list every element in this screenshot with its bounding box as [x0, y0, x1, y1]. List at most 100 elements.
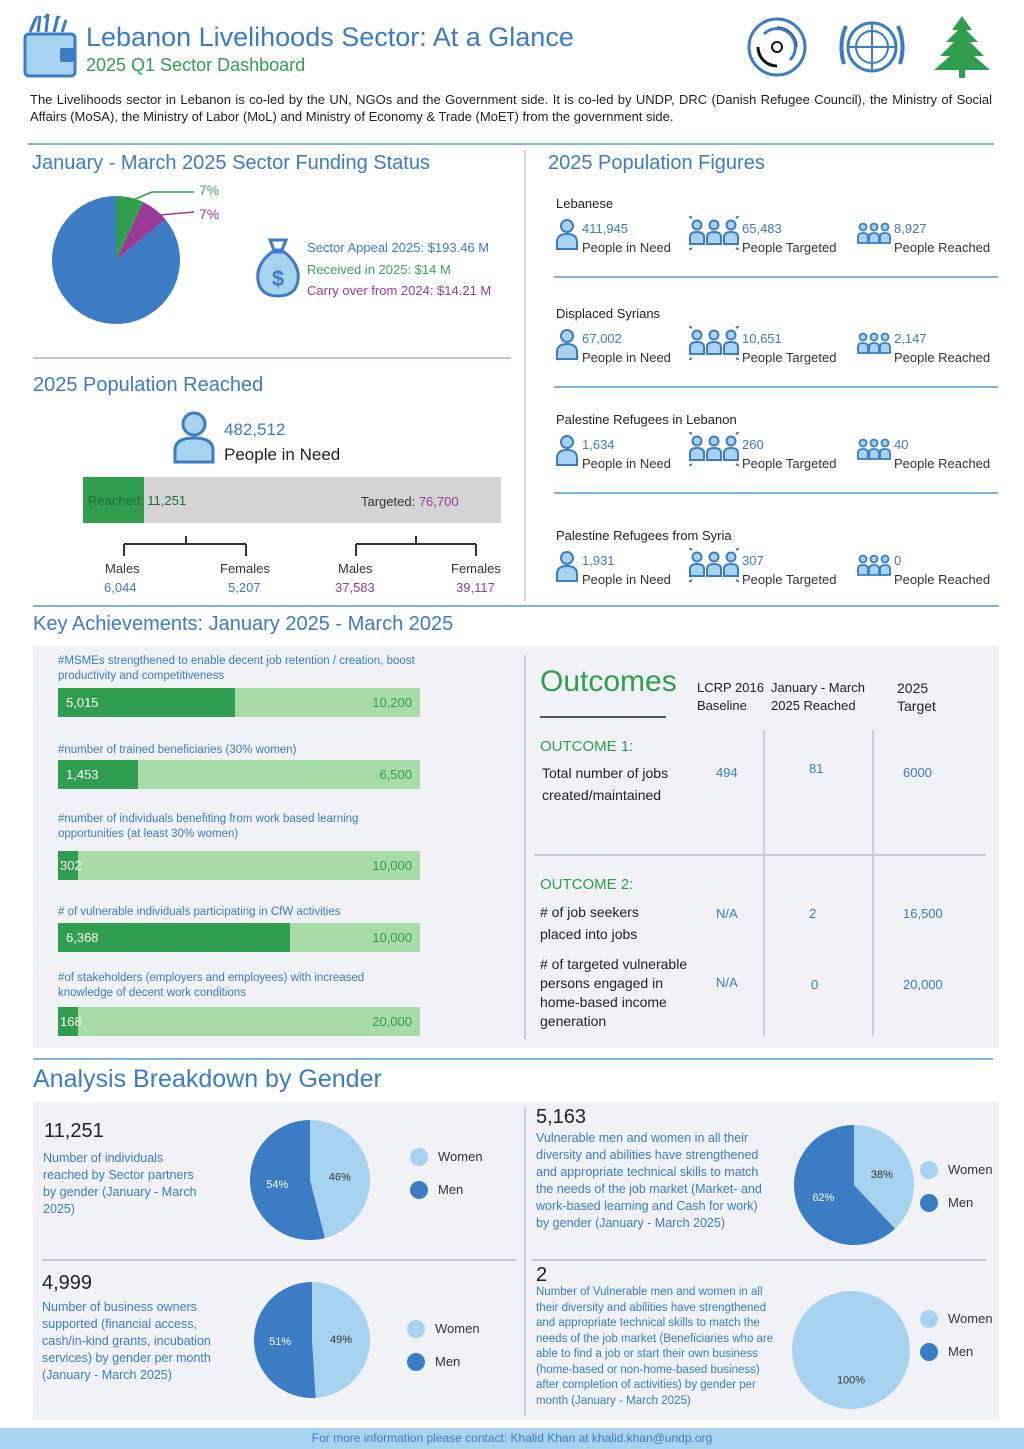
outcome-1-text: Total number of jobs created/maintained: [542, 765, 669, 803]
population-reached-value: 8,927: [894, 221, 927, 236]
page-subtitle: 2025 Q1 Sector Dashboard: [86, 55, 306, 75]
achievement-label: #MSMEs strengthened to enable decent job…: [58, 655, 415, 682]
gender-pie-women-label: 46%: [329, 1171, 351, 1183]
achievement-target-value: 20,000: [372, 1014, 412, 1029]
gender-card-number: 2: [536, 1264, 548, 1286]
population-reached-value: 40: [894, 437, 909, 452]
achievement-bar-target: [58, 1007, 420, 1036]
intro-text: The Livelihoods sector in Lebanon is co-…: [30, 92, 992, 124]
population-targeted-label: People Targeted: [742, 572, 837, 587]
swirl-logo-icon: [747, 17, 807, 77]
outcome-2a-reached: 2: [809, 906, 817, 921]
legend-women-label: Women: [438, 1149, 483, 1164]
population-pin-label: People in Need: [582, 572, 671, 587]
outcome-2a-target: 16,500: [903, 906, 943, 921]
reached-males-label: Males: [105, 561, 140, 576]
gender-card-desc: Number of Vulnerable men and women in al…: [536, 1286, 774, 1407]
population-group-name: Lebanese: [556, 196, 614, 211]
population-pin-value: 411,945: [582, 221, 629, 236]
gender-pie-men-label: 51%: [269, 1336, 291, 1348]
outcome-2a-text: # of job seekers placed into jobs: [540, 904, 639, 942]
outcome-col-baseline: LCRP 2016 Baseline: [697, 680, 764, 713]
carry-over-2024: Carry over from 2024: $14.21 M: [307, 283, 492, 298]
legend-women-label: Women: [948, 1162, 993, 1177]
legend-men-label: Men: [435, 1354, 461, 1369]
gender-card-number: 11,251: [44, 1120, 104, 1142]
reached-group-icon: [857, 222, 891, 244]
population-pin-value: 1,634: [582, 437, 615, 452]
achievement-bar-target: [58, 851, 420, 880]
outcome-1-target: 6000: [903, 765, 932, 780]
targeted-females-value: 39,117: [456, 580, 495, 595]
legend-men-dot: [920, 1343, 938, 1361]
population-reached-value: 0: [894, 553, 902, 568]
population-pin-label: People in Need: [582, 350, 671, 365]
gender-pie-women-label: 49%: [330, 1334, 352, 1346]
reached-bar-label: Reached: 11,251: [88, 493, 187, 508]
outcome-2b-reached: 0: [811, 977, 819, 992]
achievements-title: Key Achievements: January 2025 - March 2…: [33, 613, 454, 635]
legend-men-label: Men: [948, 1195, 974, 1210]
reached-pin-value: 482,512: [224, 420, 286, 439]
gender-pie-women: [792, 1291, 910, 1409]
population-pin-value: 67,002: [582, 331, 622, 346]
legend-women-dot: [410, 1148, 428, 1166]
achievement-target-value: 10,200: [372, 695, 412, 710]
achievement-bar-fill: 6,368: [58, 923, 290, 952]
legend-women-dot: [920, 1310, 938, 1328]
outcome-1-reached: 81: [809, 761, 824, 776]
achievement-label: # of vulnerable individuals participatin…: [58, 906, 341, 918]
gender-pie-men: [794, 1125, 896, 1245]
population-targeted-value: 307: [742, 553, 764, 568]
reached-females-label: Females: [220, 561, 270, 576]
legend-men-dot: [407, 1353, 425, 1371]
funding-pie-slice-2: [116, 202, 166, 260]
target-group-icon: [689, 432, 739, 466]
funding-pie-chart: [52, 191, 195, 324]
gender-pie-chart: 38% 62%: [794, 1125, 914, 1245]
population-reached-label: People Reached: [894, 572, 991, 587]
reached-bar-fill: [83, 477, 145, 523]
outcome-2-label: OUTCOME 2:: [540, 876, 634, 893]
achievement-bar-fill: 5,015: [58, 688, 236, 717]
population-group-name: Palestine Refugees from Syria: [556, 528, 732, 543]
person-icon: [173, 411, 215, 464]
population-pin-value: 1,931: [582, 553, 615, 568]
received-2025: Received in 2025: $14 M: [307, 262, 451, 277]
money-bag-icon: $: [256, 238, 300, 298]
population-pin-label: People in Need: [582, 240, 671, 255]
reached-group-icon: [857, 554, 891, 576]
outcome-1-label: OUTCOME 1:: [540, 738, 634, 755]
pie-label-carryover: 7%: [199, 206, 220, 222]
un-emblem-icon: [839, 21, 905, 73]
population-group-name: Palestine Refugees in Lebanon: [556, 412, 737, 427]
achievement-bar-fill: 1,453: [58, 760, 138, 789]
gender-title: Analysis Breakdown by Gender: [33, 1065, 382, 1093]
gender-pie-men-label: 54%: [266, 1179, 288, 1191]
gender-pie-chart: 100%: [792, 1291, 910, 1409]
achievement-bar-fill: 168: [58, 1007, 82, 1036]
footer-contact: For more information please contact: Kha…: [311, 1431, 713, 1445]
target-group-icon: [689, 326, 739, 360]
reached-females-value: 5,207: [228, 580, 261, 595]
svg-text:$: $: [272, 266, 284, 291]
basket-logo-icon: [23, 13, 77, 78]
sector-appeal: Sector Appeal 2025: $193.46 M: [307, 240, 490, 255]
cedar-logo-icon: [934, 16, 990, 78]
person-icon: [556, 329, 578, 360]
gender-pie-chart: 49% 51%: [253, 1282, 370, 1398]
person-icon: [556, 435, 578, 466]
targeted-bar-label: Targeted: 76,700: [361, 494, 459, 509]
gender-pie-men: [250, 1120, 325, 1240]
achievement-target-value: 10,000: [372, 930, 412, 945]
person-icon: [556, 219, 578, 250]
legend-women-dot: [407, 1320, 425, 1338]
outcome-2b-baseline: N/A: [716, 975, 738, 990]
reached-pin-label: People in Need: [224, 445, 341, 464]
gender-pie-chart: 46% 54%: [250, 1120, 371, 1240]
gender-pie-women: [310, 1120, 371, 1239]
achievement-label: #of stakeholders (employers and employee…: [58, 972, 365, 999]
gender-pie-women-label: 100%: [837, 1375, 865, 1387]
gender-pie-women: [312, 1282, 370, 1398]
gender-card-desc: Number of individuals reached by Sector …: [43, 1151, 197, 1216]
